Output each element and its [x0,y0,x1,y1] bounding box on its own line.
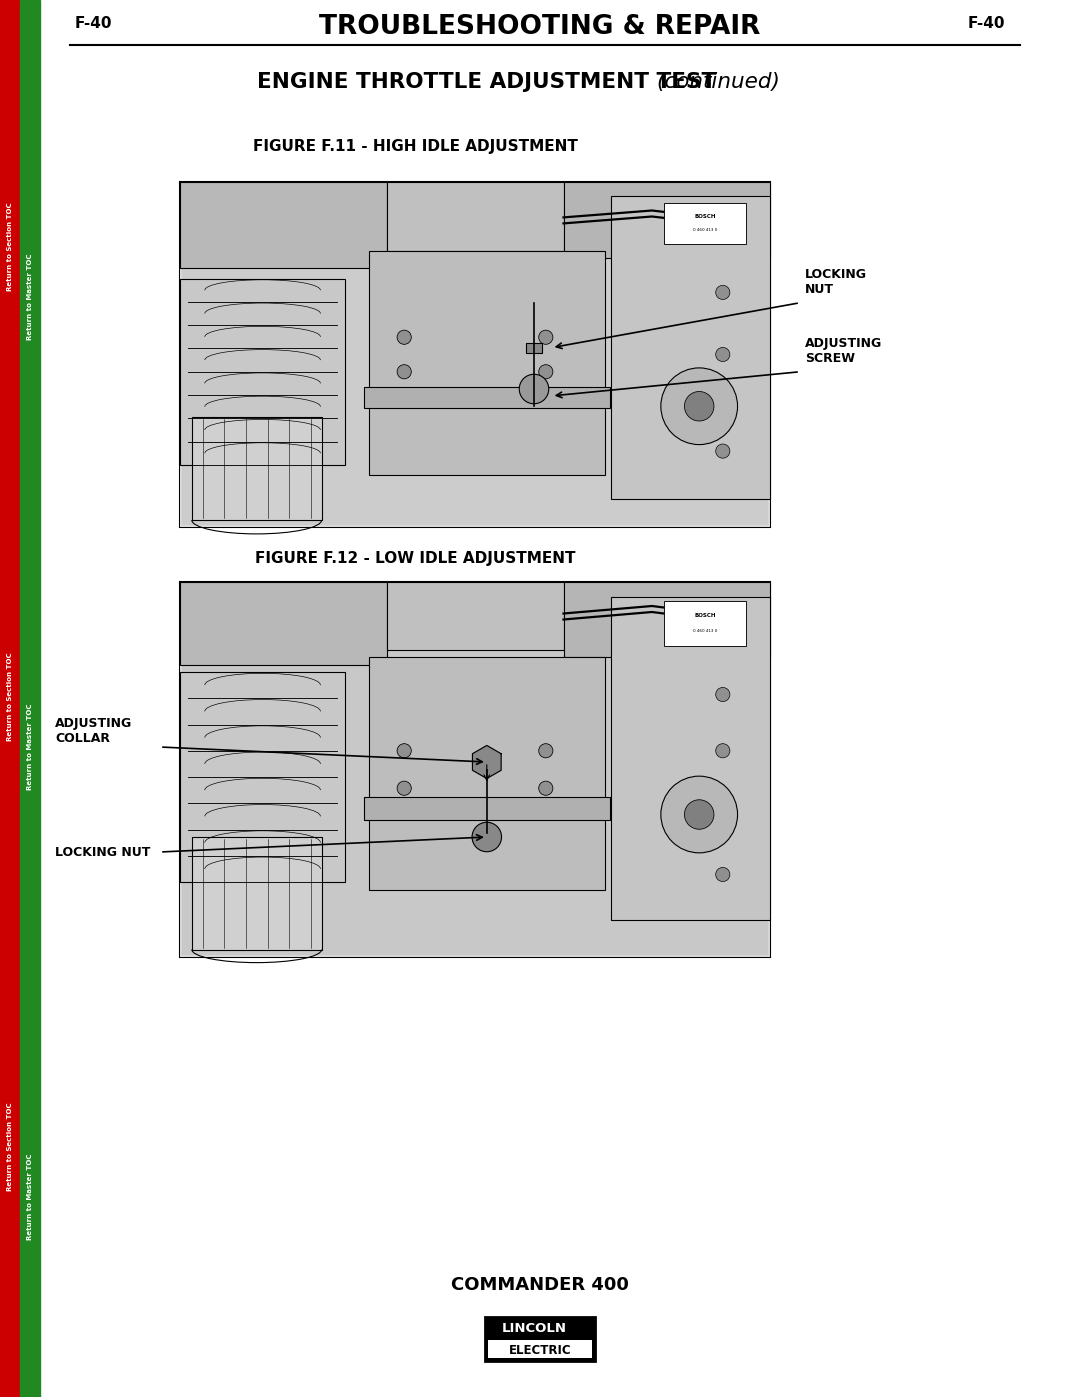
Bar [664,601,746,645]
Bar [0,0,21,1397]
Bar [387,182,564,251]
Text: Return to Section TOC: Return to Section TOC [6,1102,13,1192]
Circle shape [472,823,501,852]
Bar [364,798,610,820]
Circle shape [716,348,730,362]
Text: ADJUSTING
COLLAR: ADJUSTING COLLAR [55,717,132,745]
Text: 0 460 413 0: 0 460 413 0 [693,228,717,232]
Circle shape [716,285,730,299]
Bar [180,182,387,268]
Text: Return to Section TOC: Return to Section TOC [6,203,13,292]
Bar [192,837,322,950]
Text: ELECTRIC: ELECTRIC [509,1344,571,1356]
Text: Return to Section TOC: Return to Section TOC [6,652,13,742]
Bar [485,1317,595,1361]
Text: Return to Master TOC: Return to Master TOC [27,1154,33,1241]
Circle shape [716,868,730,882]
Bar [564,182,770,258]
Bar [180,672,346,882]
Circle shape [539,365,553,379]
Text: 0 460 413 0: 0 460 413 0 [693,629,717,633]
Bar [180,583,770,957]
Bar [180,182,770,527]
Bar [180,583,770,957]
Text: F-40: F-40 [75,17,112,32]
Circle shape [685,799,714,830]
Bar [180,182,770,527]
Bar [610,597,770,919]
Text: Return to Master TOC: Return to Master TOC [27,704,33,791]
Bar [180,278,346,465]
Circle shape [519,374,549,404]
Circle shape [716,743,730,757]
Circle shape [539,330,553,344]
Circle shape [397,365,411,379]
Bar [364,387,610,408]
Bar [488,1340,592,1358]
Text: LOCKING NUT: LOCKING NUT [55,845,150,859]
Bar [664,203,746,244]
Bar [610,196,770,499]
Text: TROUBLESHOOTING & REPAIR: TROUBLESHOOTING & REPAIR [320,14,760,41]
Circle shape [397,743,411,757]
Bar [564,583,770,657]
Text: ENGINE THROTTLE ADJUSTMENT TEST: ENGINE THROTTLE ADJUSTMENT TEST [257,73,724,92]
Bar [192,416,322,520]
Bar [183,584,768,956]
Text: BOSCH: BOSCH [694,214,716,219]
Bar [526,342,542,352]
Bar [368,251,605,475]
Text: LINCOLN: LINCOLN [501,1323,567,1336]
Text: F-40: F-40 [968,17,1005,32]
Text: COMMANDER 400: COMMANDER 400 [451,1275,629,1294]
Text: FIGURE F.11 - HIGH IDLE ADJUSTMENT: FIGURE F.11 - HIGH IDLE ADJUSTMENT [253,140,578,155]
Circle shape [716,444,730,458]
Circle shape [539,781,553,795]
Text: Return to Master TOC: Return to Master TOC [27,254,33,341]
Circle shape [539,743,553,757]
Polygon shape [472,746,501,778]
Bar [183,184,768,525]
Circle shape [685,391,714,420]
Text: ®: ® [579,1324,588,1334]
Circle shape [397,330,411,344]
Text: BOSCH: BOSCH [694,613,716,619]
Text: (continued): (continued) [656,73,780,92]
Circle shape [397,781,411,795]
Circle shape [716,687,730,701]
Bar [368,657,605,890]
Text: FIGURE F.12 - LOW IDLE ADJUSTMENT: FIGURE F.12 - LOW IDLE ADJUSTMENT [255,552,576,567]
Bar [180,583,387,665]
Circle shape [661,367,738,444]
Circle shape [661,777,738,852]
Bar [21,0,40,1397]
Bar [387,583,564,650]
Text: LOCKING
NUT: LOCKING NUT [805,268,867,296]
Text: ADJUSTING
SCREW: ADJUSTING SCREW [805,337,882,365]
